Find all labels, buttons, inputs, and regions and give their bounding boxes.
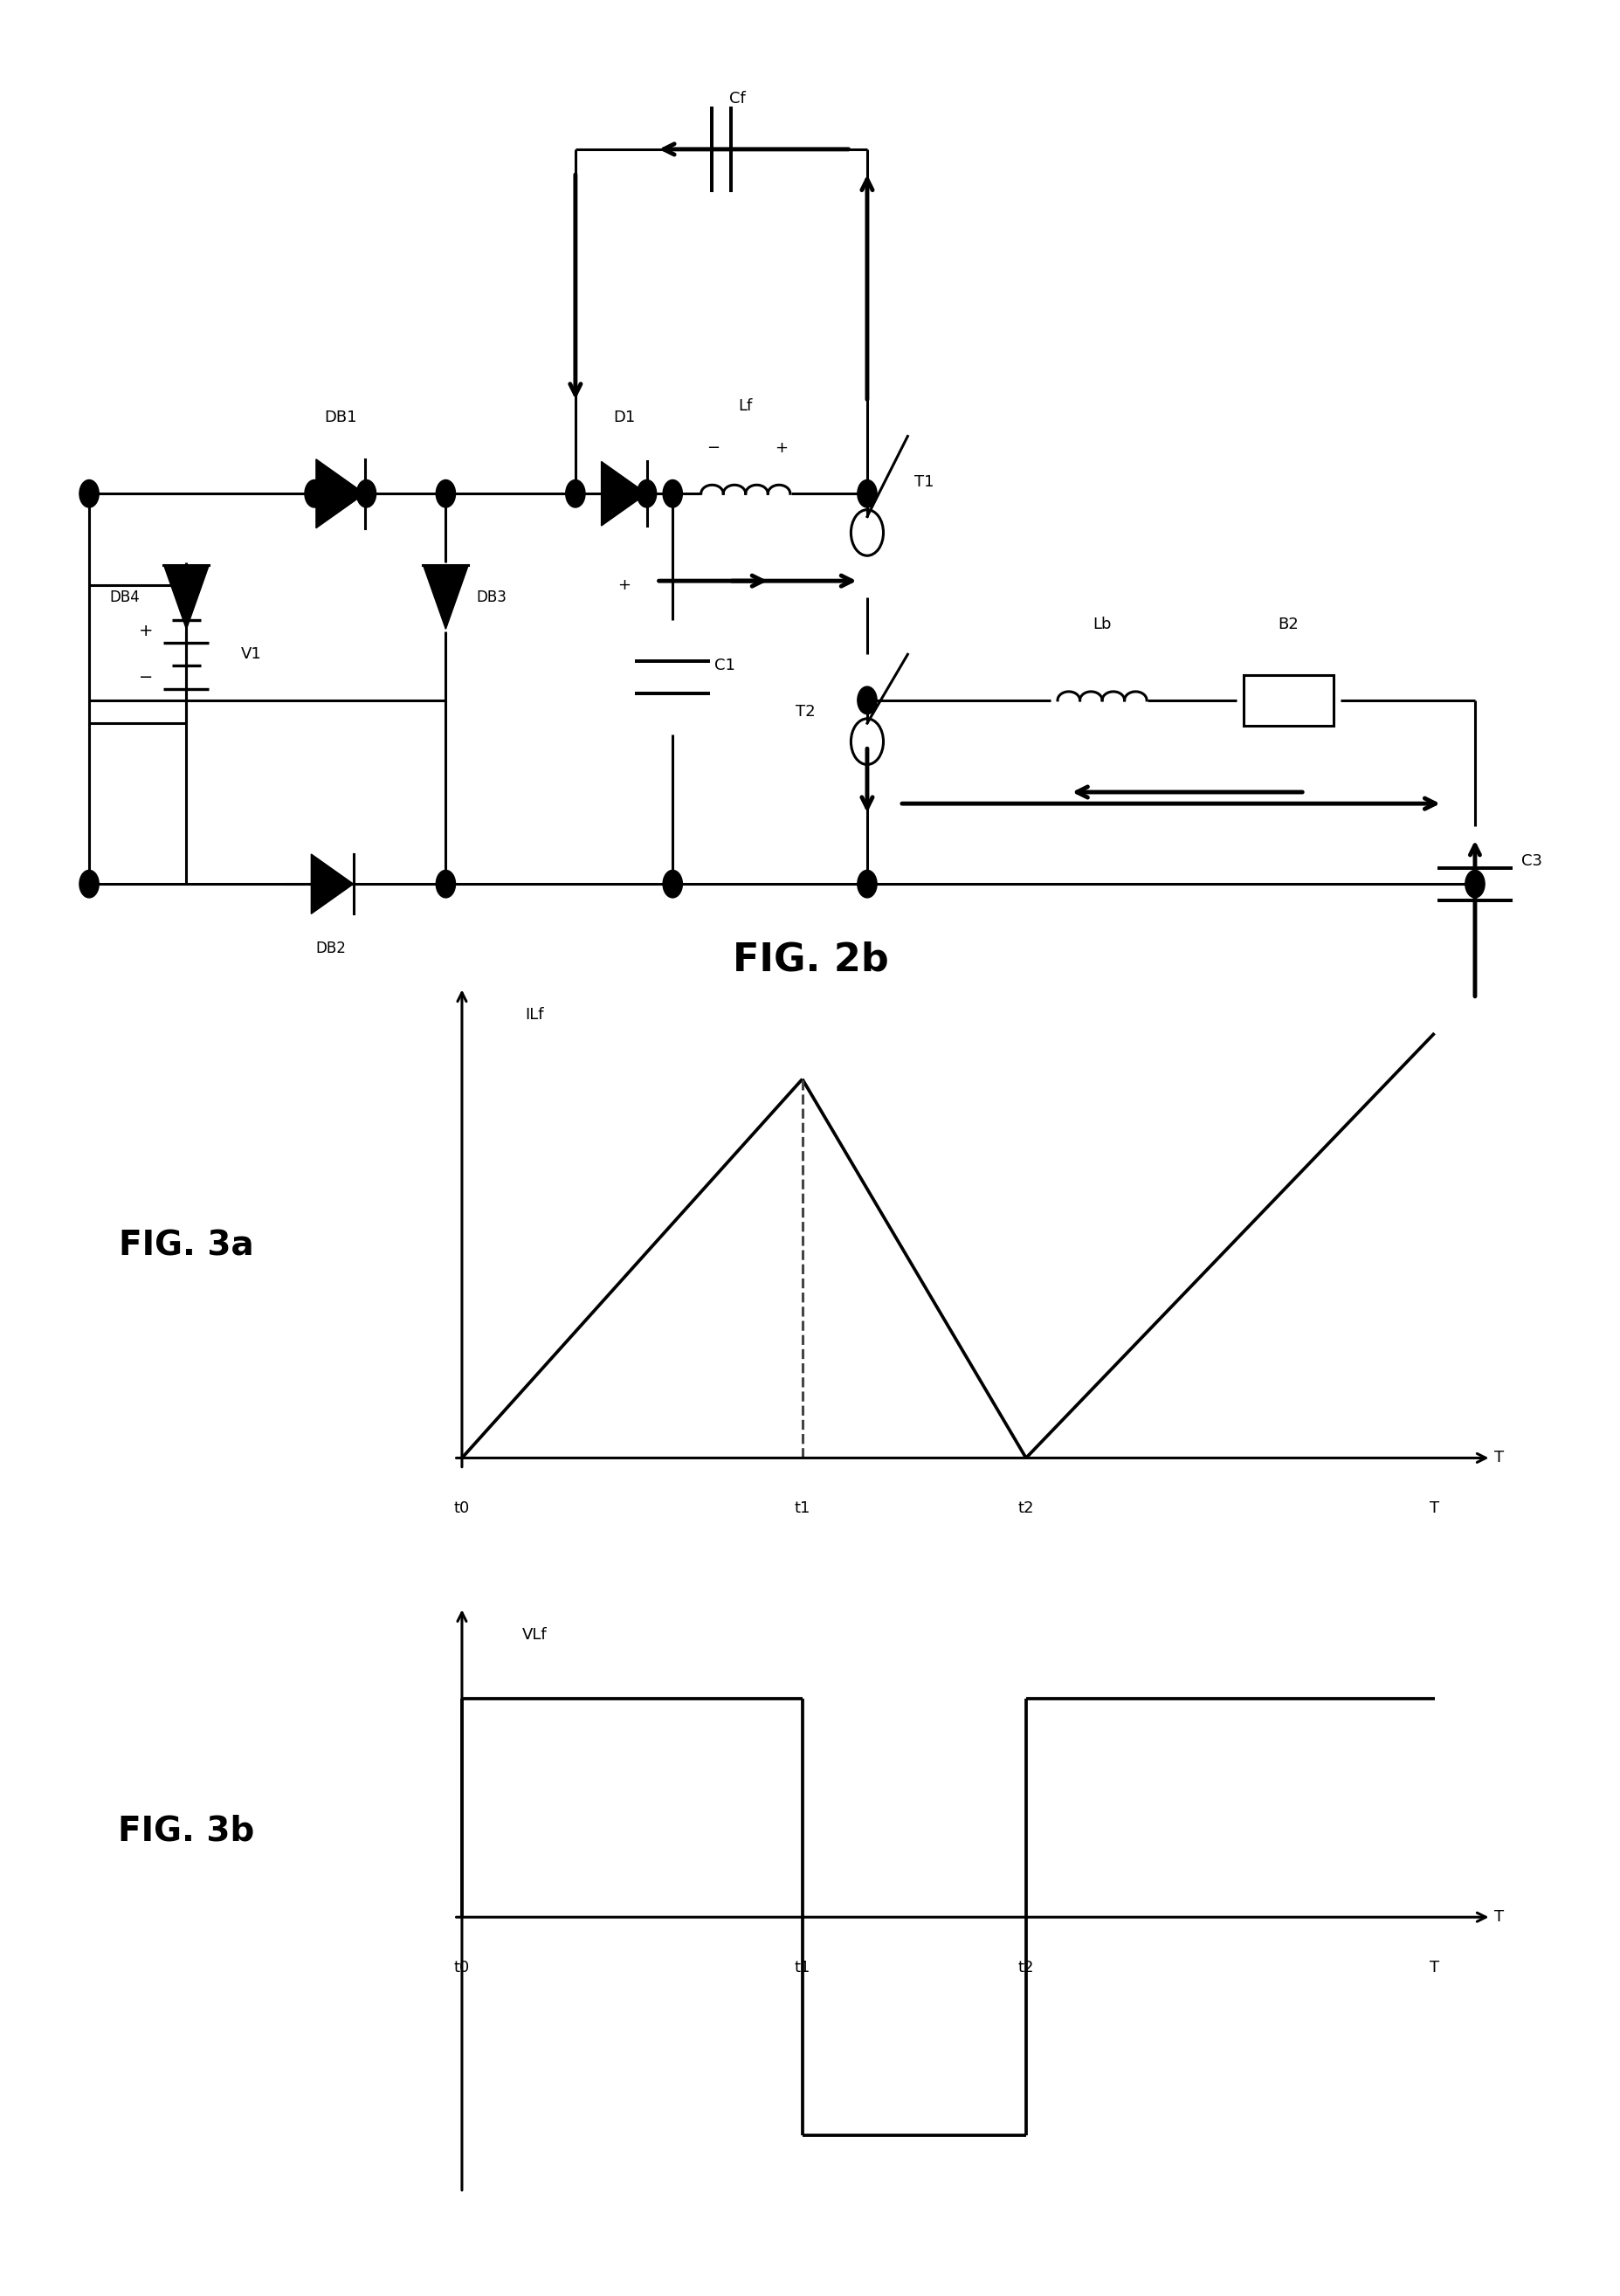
Text: Lf: Lf (739, 400, 752, 413)
Text: T: T (1429, 1961, 1439, 1975)
Text: Lb: Lb (1092, 618, 1111, 631)
Text: C1: C1 (714, 659, 734, 673)
Text: ILf: ILf (525, 1008, 544, 1022)
Circle shape (857, 480, 876, 507)
Circle shape (436, 870, 455, 898)
Circle shape (565, 480, 585, 507)
Polygon shape (601, 461, 646, 526)
Text: t2: t2 (1017, 1961, 1034, 1975)
Text: D1: D1 (612, 411, 635, 425)
Text: DB4: DB4 (110, 590, 139, 604)
Circle shape (305, 480, 324, 507)
Circle shape (663, 870, 682, 898)
Text: T: T (1494, 1910, 1503, 1924)
Text: t2: t2 (1017, 1502, 1034, 1515)
Text: +: + (617, 579, 630, 592)
Circle shape (857, 687, 876, 714)
Text: FIG. 3a: FIG. 3a (118, 1228, 254, 1263)
Polygon shape (311, 854, 353, 914)
Circle shape (663, 480, 682, 507)
Circle shape (857, 870, 876, 898)
Text: T2: T2 (795, 705, 815, 719)
Text: t1: t1 (794, 1961, 810, 1975)
Text: FIG. 2b: FIG. 2b (732, 941, 888, 978)
Text: T: T (1494, 1451, 1503, 1465)
Bar (1244, 675, 1333, 726)
Text: −: − (139, 668, 152, 687)
Polygon shape (316, 459, 364, 528)
Circle shape (356, 480, 376, 507)
Text: T: T (1429, 1502, 1439, 1515)
Text: t0: t0 (454, 1502, 470, 1515)
Text: VLf: VLf (522, 1628, 548, 1642)
Text: B2: B2 (1278, 618, 1298, 631)
Text: +: + (774, 441, 787, 455)
Circle shape (79, 870, 99, 898)
Text: C3: C3 (1521, 854, 1541, 868)
Text: T1: T1 (914, 475, 933, 489)
Circle shape (1464, 870, 1484, 898)
Text: FIG. 3b: FIG. 3b (118, 1814, 254, 1848)
Text: +: + (139, 622, 152, 641)
Text: DB2: DB2 (316, 941, 345, 955)
Text: DB3: DB3 (476, 590, 505, 604)
Text: V1: V1 (241, 647, 261, 661)
Text: Cf: Cf (729, 92, 745, 106)
Polygon shape (164, 565, 209, 629)
Circle shape (79, 480, 99, 507)
Circle shape (637, 480, 656, 507)
Text: t0: t0 (454, 1961, 470, 1975)
Polygon shape (423, 565, 468, 629)
Circle shape (436, 480, 455, 507)
Text: −: − (706, 441, 719, 455)
Text: DB1: DB1 (324, 411, 356, 425)
Text: t1: t1 (794, 1502, 810, 1515)
